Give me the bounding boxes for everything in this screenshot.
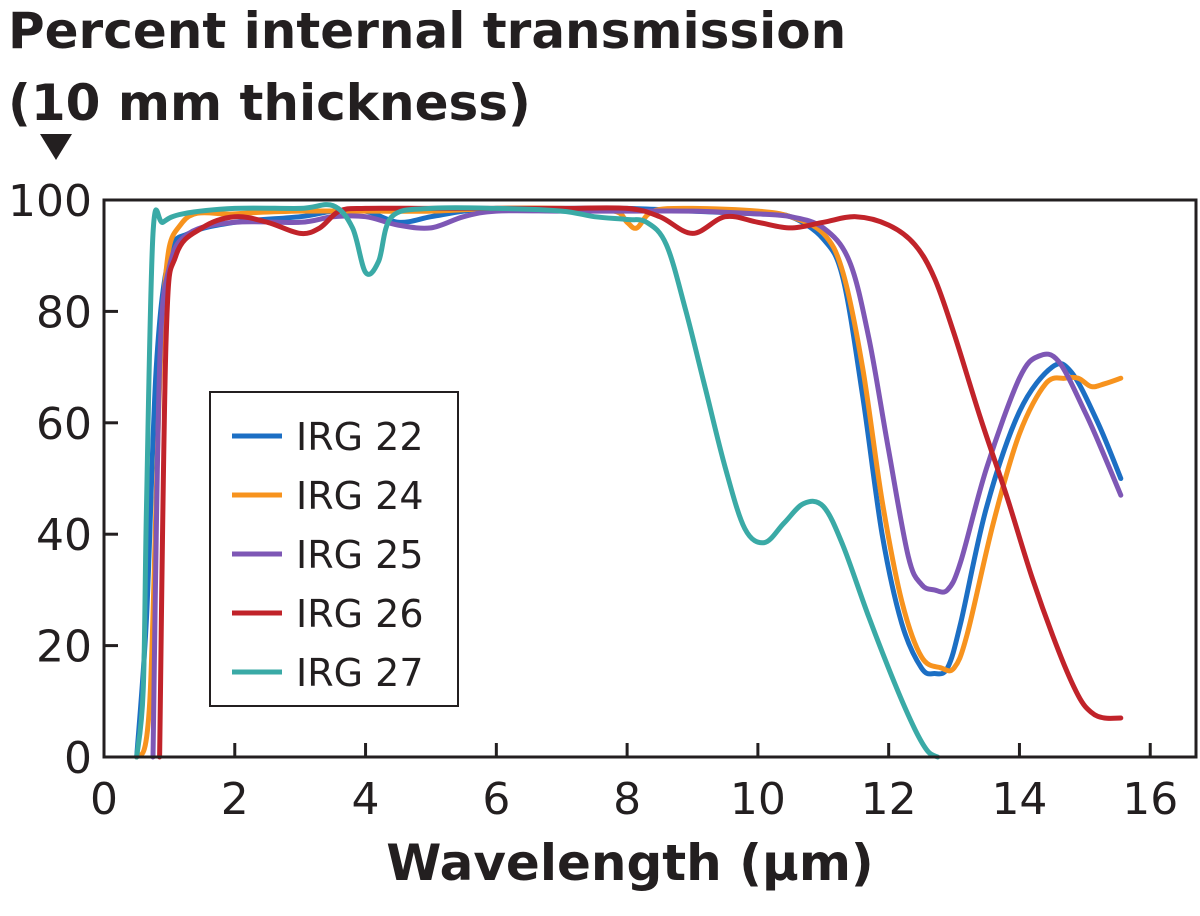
legend-label-irg-27: IRG 27 — [296, 651, 424, 695]
x-tick-label: 8 — [613, 774, 641, 825]
x-tick-label: 12 — [861, 774, 917, 825]
y-tick-label: 100 — [8, 176, 92, 227]
x-tick-label: 10 — [730, 774, 786, 825]
legend-label-irg-26: IRG 26 — [296, 592, 424, 636]
y-tick-label: 40 — [36, 510, 92, 561]
x-tick-label: 2 — [221, 774, 249, 825]
series-line-irg-26 — [157, 205, 1124, 760]
y-tick-label: 0 — [64, 733, 92, 784]
legend-items: IRG 22 IRG 24 IRG 25 IRG 26 IRG 27 — [232, 415, 424, 695]
series-lines — [134, 202, 1124, 760]
y-axis-ticks: 0 20 40 60 80 100 — [8, 176, 118, 784]
x-tick-label: 16 — [1122, 774, 1178, 825]
y-tick-label: 80 — [36, 287, 92, 338]
series-line-irg-25 — [150, 208, 1124, 760]
legend: IRG 22 IRG 24 IRG 25 IRG 26 IRG 27 — [209, 391, 459, 707]
legend-label-irg-25: IRG 25 — [296, 533, 424, 577]
legend-label-irg-22: IRG 22 — [296, 415, 424, 459]
x-tick-label: 14 — [991, 774, 1047, 825]
x-tick-label: 0 — [90, 774, 118, 825]
x-axis-title: Wavelength (µm) — [386, 834, 874, 892]
plot-frame — [102, 198, 1198, 759]
chart-title-line-1: Percent internal transmission — [8, 2, 846, 60]
legend-label-irg-24: IRG 24 — [296, 474, 424, 518]
legend-box — [209, 391, 459, 707]
chart-title-line-2: (10 mm thickness) — [8, 74, 531, 132]
y-tick-label: 60 — [36, 399, 92, 450]
x-tick-label: 6 — [482, 774, 510, 825]
down-arrow-icon — [40, 134, 72, 160]
x-axis-ticks: 0 2 4 6 8 10 12 14 16 — [90, 743, 1178, 825]
series-line-irg-27 — [134, 202, 941, 760]
y-tick-label: 20 — [36, 622, 92, 673]
x-tick-label: 4 — [352, 774, 380, 825]
